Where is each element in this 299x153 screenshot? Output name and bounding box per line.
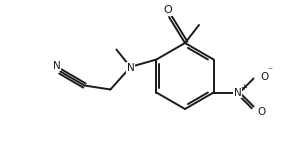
Text: O: O [164, 5, 173, 15]
Text: N: N [126, 62, 134, 73]
Text: O: O [257, 106, 266, 116]
Text: ⁻: ⁻ [268, 67, 273, 76]
Text: N: N [234, 88, 242, 97]
Text: O: O [261, 71, 269, 82]
Text: N: N [53, 60, 60, 71]
Text: +: + [240, 83, 247, 92]
